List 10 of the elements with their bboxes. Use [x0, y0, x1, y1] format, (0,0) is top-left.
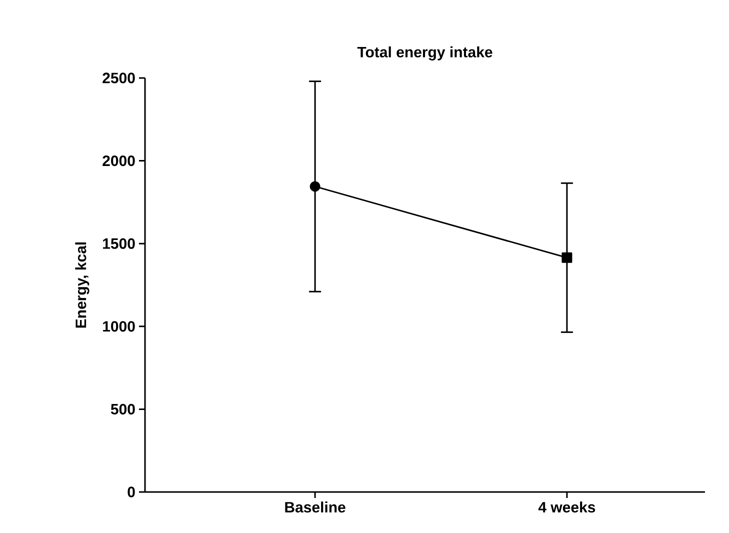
y-tick-label: 500 — [110, 404, 135, 414]
y-axis-title: Energy, kcal — [75, 242, 90, 328]
y-tick-label: 2500 — [102, 72, 135, 84]
y-tick-label: 0 — [128, 486, 135, 498]
y-tick-label: 1500 — [103, 238, 135, 249]
chart-title: Total energy intake — [357, 46, 492, 60]
x-tick-label: 4 weeks — [538, 502, 596, 513]
y-tick-label: 1000 — [103, 321, 135, 332]
y-tick-label: 2000 — [102, 155, 135, 166]
x-tick-label: Baseline — [285, 502, 346, 513]
